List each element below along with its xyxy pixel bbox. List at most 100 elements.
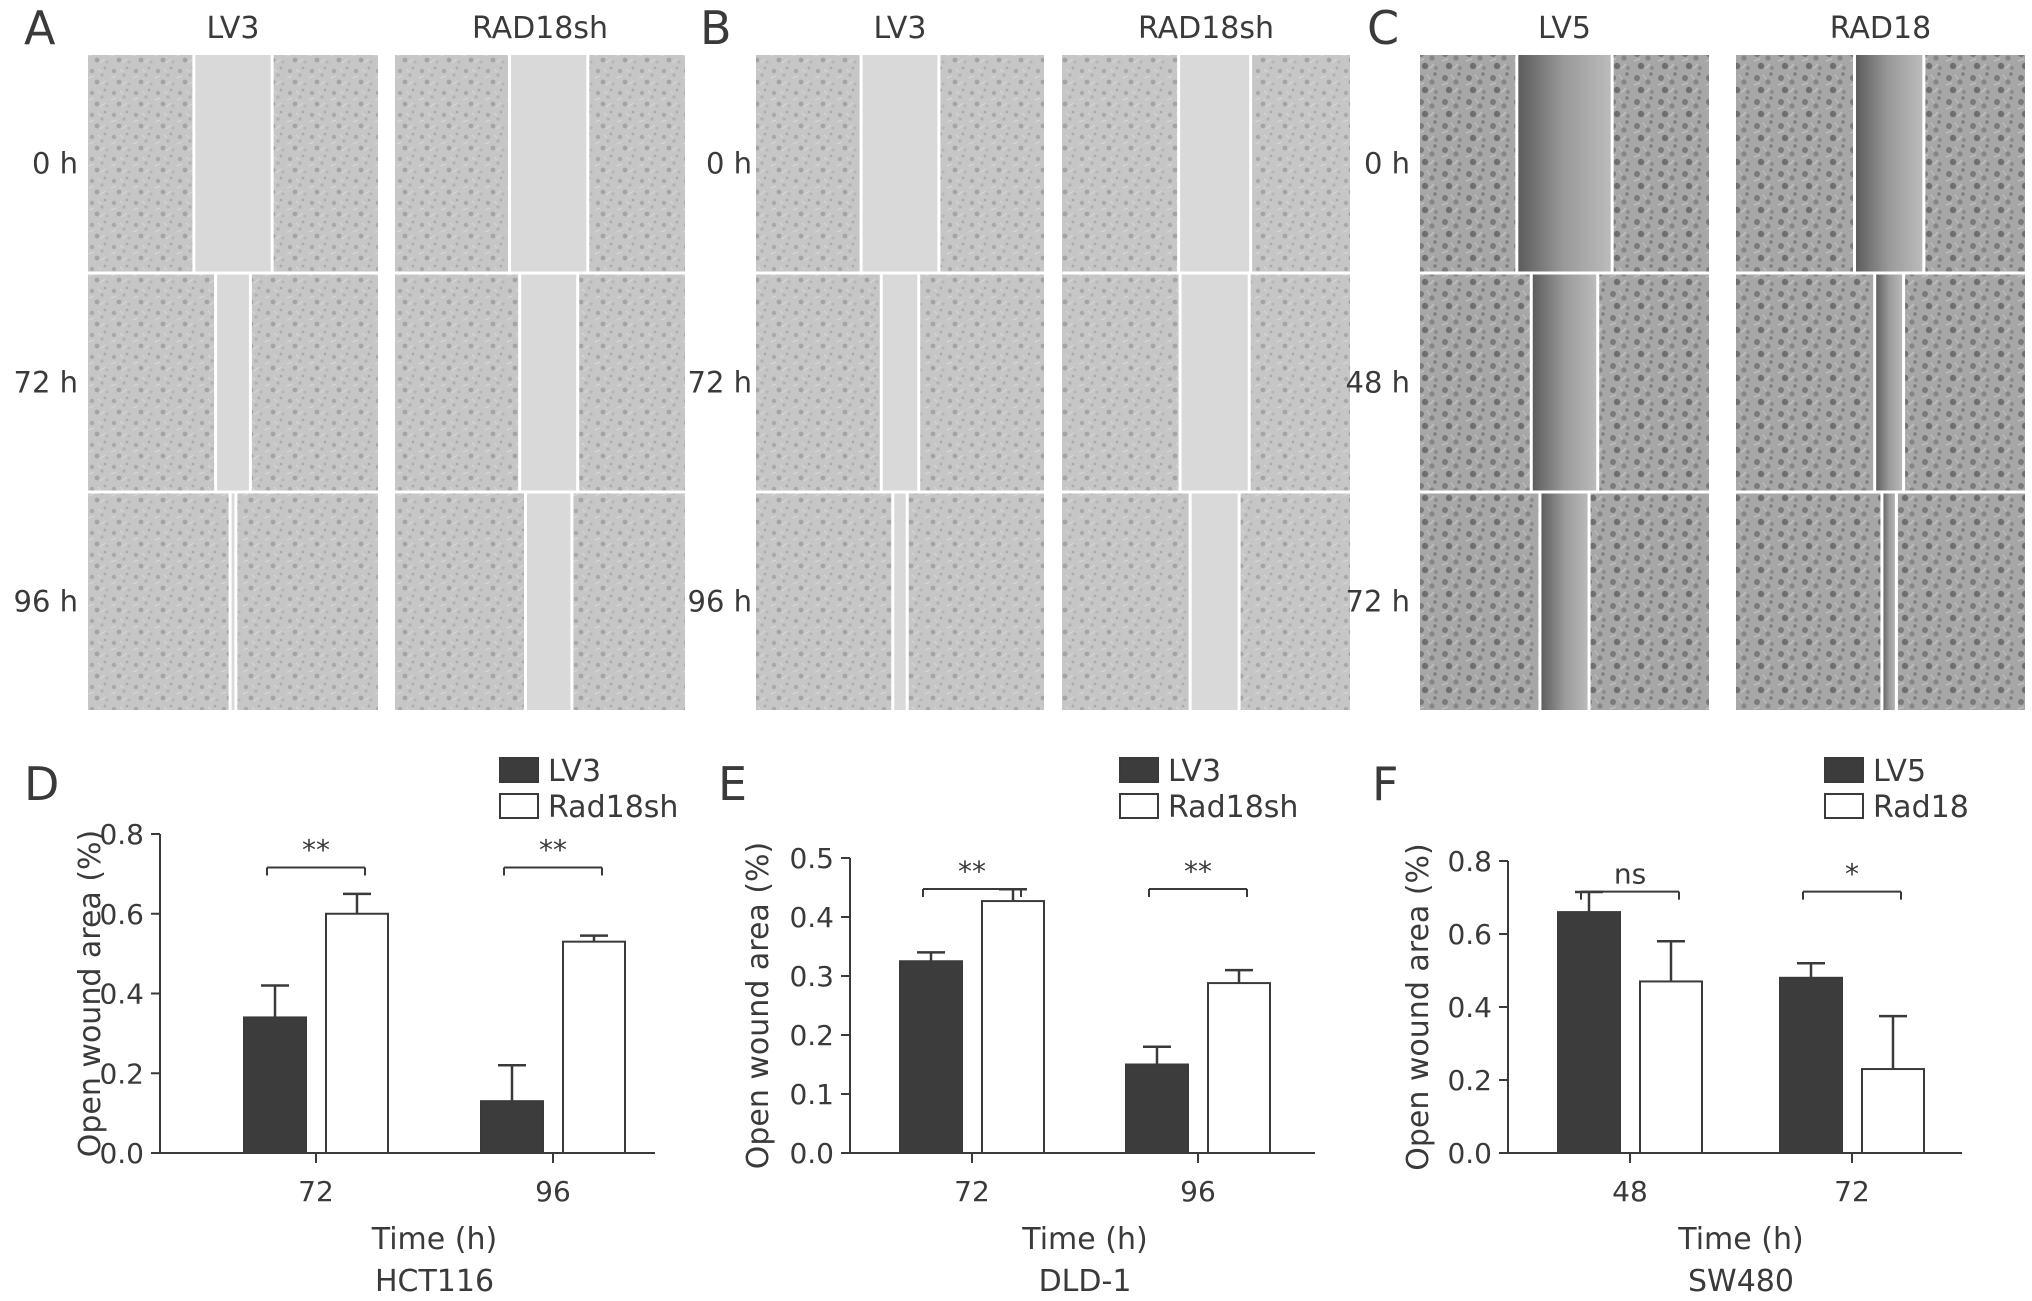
legend-swatch-rad18sh bbox=[499, 793, 539, 819]
x-axis-label: Time (h) bbox=[1021, 1222, 1147, 1257]
micrograph-image bbox=[88, 493, 378, 710]
wound-gap bbox=[1190, 493, 1240, 710]
panel-letter-d: D bbox=[24, 757, 59, 811]
micrograph-image bbox=[756, 493, 1044, 710]
column-label: LV3 bbox=[873, 11, 926, 46]
micrograph-image bbox=[1736, 274, 2025, 491]
wound-gap bbox=[230, 493, 236, 710]
y-tick-label: 0.6 bbox=[99, 898, 144, 931]
micrograph-image bbox=[1420, 274, 1709, 491]
y-axis-label: Open wound area (%) bbox=[73, 830, 108, 1158]
micrograph-panel-a: LV3 RAD18sh 0 h 72 h 96 h bbox=[14, 11, 685, 710]
significance-label: ** bbox=[1184, 855, 1212, 888]
micrograph-image bbox=[1062, 493, 1350, 710]
micrograph-image bbox=[1420, 55, 1709, 272]
legend-swatch-rad18 bbox=[1824, 793, 1864, 819]
wound-gap bbox=[1854, 55, 1924, 272]
y-tick-label: 0.4 bbox=[99, 978, 144, 1011]
y-tick-label: 0.5 bbox=[789, 842, 834, 875]
y-tick-label: 0.2 bbox=[789, 1019, 834, 1052]
wound-gap bbox=[861, 55, 939, 272]
significance-label: * bbox=[1845, 858, 1859, 891]
wound-gap bbox=[1178, 55, 1251, 272]
bar-rad18sh-72 bbox=[325, 912, 389, 1154]
panel-letter-e: E bbox=[718, 757, 747, 811]
bar-rad18-48 bbox=[1639, 980, 1703, 1155]
panel-letter-c: C bbox=[1367, 1, 1399, 55]
micrograph-image bbox=[395, 493, 685, 710]
wound-gap bbox=[525, 493, 572, 710]
legend-label: LV5 bbox=[1873, 754, 1926, 789]
micrograph-image bbox=[88, 274, 378, 491]
y-tick-label: 0.3 bbox=[789, 960, 834, 993]
bar-rad18sh-96 bbox=[1207, 982, 1271, 1155]
micrograph-panel-b: LV3 RAD18sh 0 h 72 h 96 h bbox=[688, 11, 1350, 710]
cell-line-label: HCT116 bbox=[375, 1264, 494, 1299]
x-tick-label: 72 bbox=[1834, 1175, 1870, 1208]
y-tick-label: 0.0 bbox=[789, 1137, 834, 1170]
legend-label: LV3 bbox=[1168, 754, 1221, 789]
x-tick-label: 96 bbox=[1180, 1175, 1216, 1208]
micrograph-image bbox=[395, 55, 685, 272]
y-tick-label: 0.2 bbox=[99, 1057, 144, 1090]
column-label: RAD18sh bbox=[1138, 11, 1274, 46]
wound-gap bbox=[215, 274, 251, 491]
wound-gap bbox=[1531, 274, 1598, 491]
bar-chart-e: 0.0 0.1 0.2 0.3 0.4 0.5 Open wound area (%) 72 *… bbox=[741, 754, 1315, 1299]
bar-lv3-72 bbox=[899, 960, 963, 1154]
micrograph-image bbox=[756, 55, 1044, 272]
y-tick-label: 0.4 bbox=[789, 901, 834, 934]
y-tick-label: 0.8 bbox=[1447, 845, 1492, 878]
legend-label: LV3 bbox=[548, 754, 601, 789]
y-axis-label: Open wound area (%) bbox=[741, 842, 776, 1170]
wound-gap bbox=[509, 55, 588, 272]
wound-gap bbox=[1874, 274, 1904, 491]
x-axis-label: Time (h) bbox=[371, 1222, 497, 1257]
legend-swatch-lv3 bbox=[1119, 757, 1159, 783]
legend-label: Rad18sh bbox=[548, 790, 678, 825]
y-tick-label: 0.0 bbox=[1447, 1137, 1492, 1170]
time-label: 72 h bbox=[1346, 585, 1411, 619]
micrograph-image bbox=[1736, 55, 2025, 272]
bar-lv3-72 bbox=[243, 1016, 307, 1154]
bar-rad18sh-72 bbox=[981, 900, 1045, 1154]
significance-label: ns bbox=[1614, 858, 1646, 891]
time-label: 0 h bbox=[32, 147, 78, 181]
significance-label: ** bbox=[958, 855, 986, 888]
micrograph-image bbox=[395, 274, 685, 491]
bar-lv3-96 bbox=[1125, 1063, 1189, 1154]
micrograph-image bbox=[1420, 493, 1709, 710]
micrograph-panels: LV3 RAD18sh 0 h 72 h 96 h LV3 RAD18sh 0 h 72 h 96… bbox=[14, 11, 2025, 710]
x-tick-label: 96 bbox=[535, 1175, 571, 1208]
column-label: RAD18 bbox=[1830, 11, 1931, 46]
time-label: 72 h bbox=[14, 366, 79, 400]
wound-gap bbox=[519, 274, 578, 491]
panel-letter-b: B bbox=[700, 1, 732, 55]
significance-label: ** bbox=[302, 833, 330, 866]
time-label: 48 h bbox=[1346, 366, 1411, 400]
micrograph-image bbox=[88, 55, 378, 272]
wound-gap bbox=[1180, 274, 1250, 491]
significance-label: ** bbox=[539, 833, 567, 866]
wound-gap bbox=[881, 274, 919, 491]
bar-chart-f: 0.0 0.2 0.4 0.6 0.8 Open wound area (%) 48 ns 72… bbox=[1401, 754, 1969, 1299]
cell-line-label: DLD-1 bbox=[1039, 1264, 1132, 1299]
panel-letter-a: A bbox=[24, 1, 56, 55]
bar-lv5-48 bbox=[1557, 911, 1621, 1154]
y-tick-label: 0.8 bbox=[99, 818, 144, 851]
cell-line-label: SW480 bbox=[1688, 1264, 1794, 1299]
time-label: 96 h bbox=[688, 585, 753, 619]
micrograph-image bbox=[1736, 493, 2025, 710]
x-tick-label: 72 bbox=[954, 1175, 990, 1208]
legend-swatch-lv5 bbox=[1824, 757, 1864, 783]
wound-gap bbox=[892, 493, 908, 710]
legend-label: Rad18sh bbox=[1168, 790, 1298, 825]
time-label: 0 h bbox=[706, 147, 752, 181]
x-tick-label: 48 bbox=[1612, 1175, 1648, 1208]
column-label: LV3 bbox=[206, 11, 259, 46]
bar-rad18sh-96 bbox=[562, 940, 626, 1154]
legend-label: Rad18 bbox=[1873, 790, 1969, 825]
wound-gap bbox=[1881, 493, 1897, 710]
micrograph-image bbox=[756, 274, 1044, 491]
